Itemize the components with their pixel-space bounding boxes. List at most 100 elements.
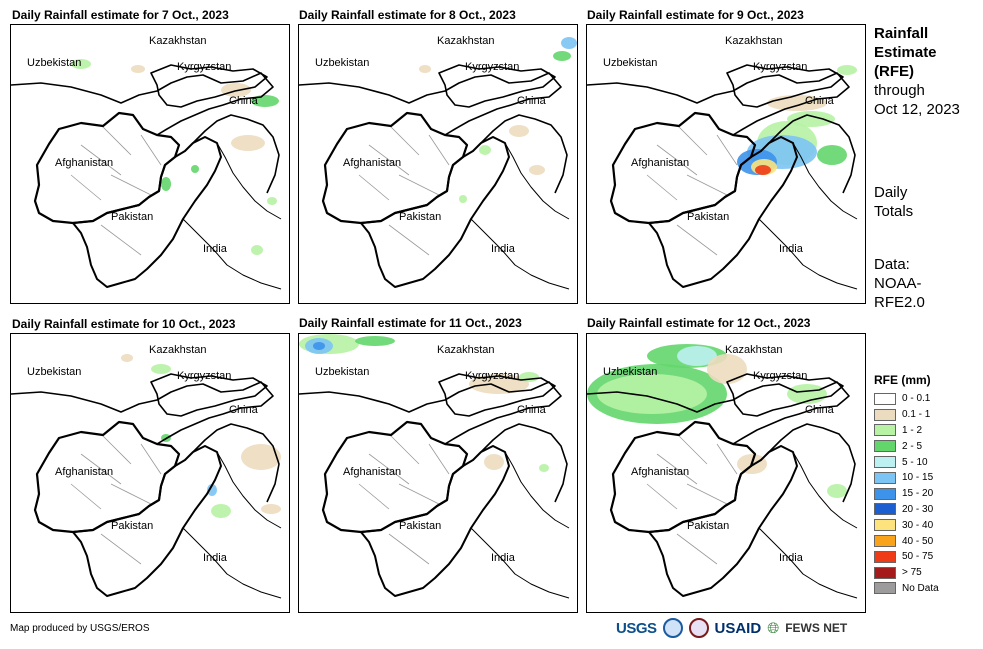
rainfall-patch [707,354,747,384]
country-boundary [480,423,568,503]
legend-title: RFE (mm) [874,373,931,387]
legend-label: 40 - 50 [902,535,934,547]
legend-swatch [874,440,896,453]
country-boundary [768,114,856,194]
province-boundary [676,224,718,256]
map-panel-6: Kazakhstan Kyrgyzstan Uzbekistan China Afgha… [586,333,866,613]
legend-swatch [874,503,896,516]
legend-item: 0.1 - 1 [874,407,939,423]
province-boundary [80,144,122,176]
legend-label: 15 - 20 [902,488,934,500]
legend-item: 30 - 40 [874,517,939,533]
fewsnet-logo: FEWS NET [785,621,848,635]
map-panel-3: Kazakhstan Kyrgyzstan Uzbekistan China Afgha… [586,24,866,304]
province-boundary [70,174,102,201]
side-subtitle-line: Oct 12, 2023 [874,101,960,118]
country-label-pakistan: Pakistan [111,211,154,223]
side-title-line: Estimate [874,44,937,61]
legend-item: 5 - 10 [874,454,939,470]
country-label-china: China [805,95,834,107]
province-boundary [646,483,678,510]
side-data-line: Data: [874,256,910,273]
legend-item: 15 - 20 [874,486,939,502]
rainfall-patch [355,336,395,346]
province-boundary [70,483,102,510]
country-label-kyrgyzstan: Kyrgyzstan [753,370,808,382]
legend-label: 2 - 5 [902,440,923,452]
legend-label: 0.1 - 1 [902,409,931,421]
noaa-seal-icon [662,618,683,638]
country-boundary [587,72,850,136]
map-canvas [299,37,577,290]
legend-label: > 75 [902,567,922,579]
country-label-kyrgyzstan: Kyrgyzstan [177,61,232,73]
country-boundary [150,373,268,417]
province-boundary [676,433,708,465]
rainfall-patch [191,165,199,173]
legend-item: > 75 [874,565,939,581]
rainfall-patch [837,65,857,75]
country-label-uzbekistan: Uzbekistan [27,57,82,69]
province-boundary [676,533,718,565]
country-label-pakistan: Pakistan [687,211,730,223]
panel-title-1: Daily Rainfall estimate for 7 Oct., 2023 [12,8,229,22]
rainfall-patch [817,145,847,165]
rainfall-patch [529,165,545,175]
country-boundary [758,527,858,599]
legend-swatch [874,408,896,421]
rainfall-patch [787,111,835,127]
map-panel-2: Kazakhstan Kyrgyzstan Uzbekistan China Afgha… [298,24,578,304]
rainfall-patch [121,354,133,362]
legend-swatch [874,392,896,405]
rainfall-patch [479,145,491,155]
rainfall-patch [313,342,325,350]
rainfall-patch [509,125,529,137]
country-boundary [150,64,268,108]
country-label-pakistan: Pakistan [687,520,730,532]
side-subtitle-line: through [874,82,925,99]
country-boundary [299,381,562,445]
panel-title-5: Daily Rainfall estimate for 11 Oct., 202… [299,316,522,330]
legend-item: 0 - 0.1 [874,391,939,407]
legend-label: 50 - 75 [902,551,934,563]
province-boundary [656,453,698,485]
province-boundary [398,174,440,196]
rainfall-patch [459,195,467,203]
country-boundary [182,218,282,290]
country-boundary [182,527,282,599]
map-canvas [299,334,570,599]
province-boundary [686,174,728,196]
side-data-source: Data: NOAA- RFE2.0 [874,255,925,312]
province-boundary [100,124,132,156]
rainfall-patch [827,484,847,498]
province-boundary [140,134,162,166]
province-boundary [358,174,390,201]
country-boundary [470,218,570,290]
province-boundary [398,483,440,505]
rainfall-patch [597,374,707,414]
province-boundary [140,443,162,475]
country-label-kyrgyzstan: Kyrgyzstan [753,61,808,73]
map-canvas [11,59,282,290]
legend-swatch [874,471,896,484]
province-boundary [100,433,132,465]
side-title: Rainfall Estimate (RFE) through Oct 12, … [874,24,960,119]
province-boundary [656,144,698,176]
country-label-kazakhstan: Kazakhstan [437,35,495,47]
country-label-china: China [517,95,546,107]
country-boundary [360,445,510,597]
rainfall-patch [553,51,571,61]
country-label-uzbekistan: Uzbekistan [603,57,658,69]
legend-item: 20 - 30 [874,502,939,518]
legend-swatch [874,456,896,469]
country-boundary [72,445,222,597]
legend-swatch [874,535,896,548]
side-totals-line: Daily [874,184,908,201]
rainfall-patch [755,165,771,175]
country-label-india: India [491,243,515,255]
rainfall-patch [241,444,281,470]
country-label-afghanistan: Afghanistan [343,466,402,478]
side-title-line: (RFE) [874,63,914,80]
country-label-china: China [805,404,834,416]
country-label-india: India [203,552,227,564]
